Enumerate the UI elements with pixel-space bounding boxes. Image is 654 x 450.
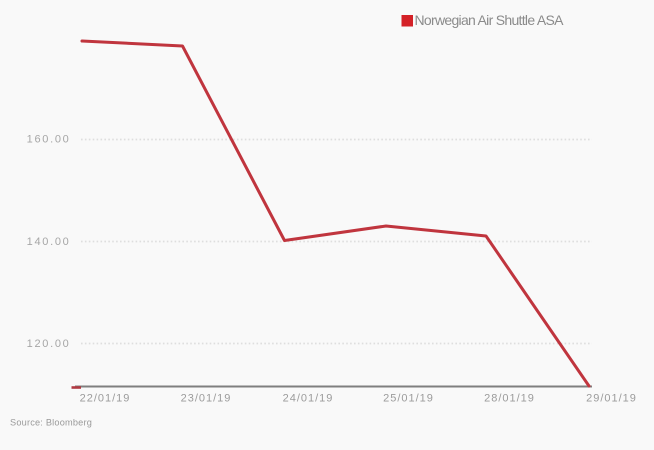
svg-text:25/01/19: 25/01/19 [383,393,434,405]
svg-text:Norwegian Air Shuttle ASA: Norwegian Air Shuttle ASA [415,12,565,28]
svg-text:28/01/19: 28/01/19 [484,393,535,405]
svg-text:24/01/19: 24/01/19 [283,393,334,405]
svg-text:160.00: 160.00 [27,134,71,146]
svg-text:22/01/19: 22/01/19 [80,393,131,405]
svg-text:Source: Bloomberg: Source: Bloomberg [10,418,92,428]
svg-text:29/01/19: 29/01/19 [586,393,637,405]
svg-text:120.00: 120.00 [27,338,71,350]
svg-text:23/01/19: 23/01/19 [181,393,232,405]
svg-text:140.00: 140.00 [27,236,71,248]
